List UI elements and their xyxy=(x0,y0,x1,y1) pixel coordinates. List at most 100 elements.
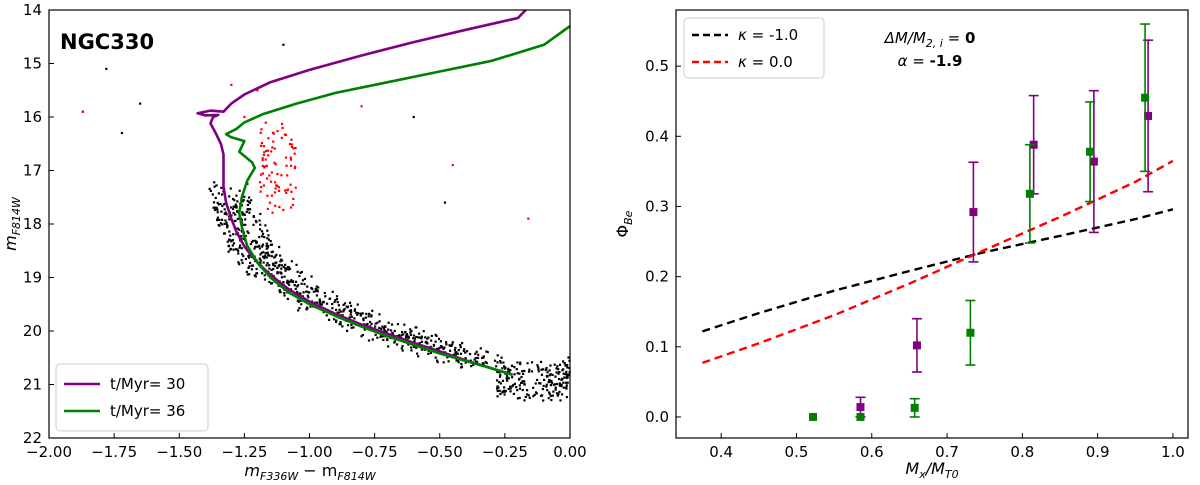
right-y-tick-label: 0.2 xyxy=(645,268,669,286)
field-star-point xyxy=(553,383,557,386)
field-star-point xyxy=(382,338,385,342)
legend-label-kappa-neg1: κ = -1.0 xyxy=(738,26,798,44)
be-star-point xyxy=(281,126,284,130)
field-star-point xyxy=(333,300,336,304)
field-star-point xyxy=(362,317,365,320)
field-star-point xyxy=(327,318,331,321)
field-star-point xyxy=(334,299,337,302)
field-star-point xyxy=(246,230,249,233)
be-star-point xyxy=(270,194,273,197)
field-star-point xyxy=(510,364,514,367)
legend-label-36myr: t/Myr= 36 xyxy=(110,402,185,420)
field-star-point xyxy=(380,327,383,330)
field-star-point xyxy=(337,311,341,314)
field-star-point xyxy=(526,362,529,365)
field-star-point xyxy=(248,208,252,211)
be-star-point xyxy=(288,143,292,146)
field-star-point xyxy=(255,242,258,245)
field-star-point xyxy=(536,364,539,367)
field-star-point xyxy=(434,356,437,359)
field-star-point xyxy=(415,335,418,339)
field-star-point xyxy=(456,359,460,362)
left-y-tick-label: 22 xyxy=(23,429,42,447)
field-star-point xyxy=(270,282,274,285)
green-data-point xyxy=(1086,147,1095,156)
field-star-point xyxy=(403,323,406,326)
be-star-point xyxy=(261,157,264,160)
field-star-point xyxy=(439,344,443,348)
field-star-point xyxy=(245,270,248,274)
be-star-point xyxy=(265,164,268,167)
field-star-point xyxy=(212,201,216,204)
field-star-point xyxy=(418,332,421,335)
field-star-point xyxy=(378,313,381,316)
field-star-point xyxy=(315,294,319,297)
field-star-point xyxy=(264,251,267,255)
field-star-point xyxy=(519,361,522,364)
field-star-point xyxy=(407,335,410,338)
field-star-point xyxy=(381,335,384,338)
field-star-point xyxy=(537,370,540,373)
field-star-point xyxy=(512,392,516,396)
field-star-point xyxy=(493,359,497,362)
field-star-point xyxy=(244,218,247,221)
field-star-point xyxy=(381,325,384,328)
field-star-point xyxy=(365,312,368,316)
field-star-point xyxy=(384,325,387,328)
field-star-point xyxy=(383,328,386,332)
field-star-point xyxy=(238,228,241,231)
be-star-point xyxy=(268,201,272,204)
field-star-point xyxy=(254,219,258,223)
be-star-point xyxy=(274,181,277,184)
field-star-point xyxy=(307,296,310,299)
field-star-point xyxy=(523,399,526,402)
right-x-tick-label: 0.5 xyxy=(785,443,809,461)
field-star-point xyxy=(518,384,521,387)
field-star-point xyxy=(349,313,352,316)
field-star-point xyxy=(290,260,293,263)
field-star-point xyxy=(266,229,269,232)
field-star-point xyxy=(509,390,512,393)
field-star-point xyxy=(230,206,233,209)
field-star-point xyxy=(420,340,423,343)
field-star-point xyxy=(227,245,231,248)
field-star-point xyxy=(523,369,526,372)
field-star-point xyxy=(541,394,544,397)
field-star-point xyxy=(220,186,223,189)
be-star-point xyxy=(81,110,84,113)
be-star-point xyxy=(268,174,271,177)
field-star-point xyxy=(266,246,269,249)
field-star-point xyxy=(280,272,283,275)
field-star-point xyxy=(361,333,364,337)
field-star-point xyxy=(540,373,544,376)
field-star-point xyxy=(225,221,228,224)
field-star-point xyxy=(309,305,312,308)
field-star-point xyxy=(328,297,332,300)
left-y-tick-label: 18 xyxy=(23,215,42,233)
field-star-point xyxy=(105,67,108,70)
field-star-point xyxy=(536,378,539,382)
field-star-point xyxy=(473,358,476,361)
field-star-point xyxy=(530,370,534,373)
field-star-point xyxy=(561,377,564,381)
be-star-point xyxy=(284,133,288,137)
field-star-point xyxy=(341,325,344,328)
field-star-point xyxy=(558,382,561,385)
field-star-point xyxy=(263,255,266,258)
field-star-point xyxy=(503,365,506,368)
field-star-point xyxy=(236,227,239,230)
parameter-annotation: ΔM/M2, i = 0 α = -1.9 xyxy=(884,29,976,70)
field-star-point xyxy=(300,282,303,285)
field-star-point xyxy=(507,367,510,370)
field-star-point xyxy=(518,372,521,375)
field-star-point xyxy=(336,301,339,304)
field-star-point xyxy=(367,339,371,342)
right-x-axis-label: Mx/MT0 xyxy=(905,459,958,481)
field-star-point xyxy=(239,234,242,238)
field-star-point xyxy=(376,321,379,324)
field-star-point xyxy=(464,351,467,354)
field-star-point xyxy=(228,218,231,221)
field-star-point xyxy=(286,268,289,271)
left-x-tick-label: −0.25 xyxy=(482,443,528,461)
be-star-point xyxy=(262,184,266,187)
